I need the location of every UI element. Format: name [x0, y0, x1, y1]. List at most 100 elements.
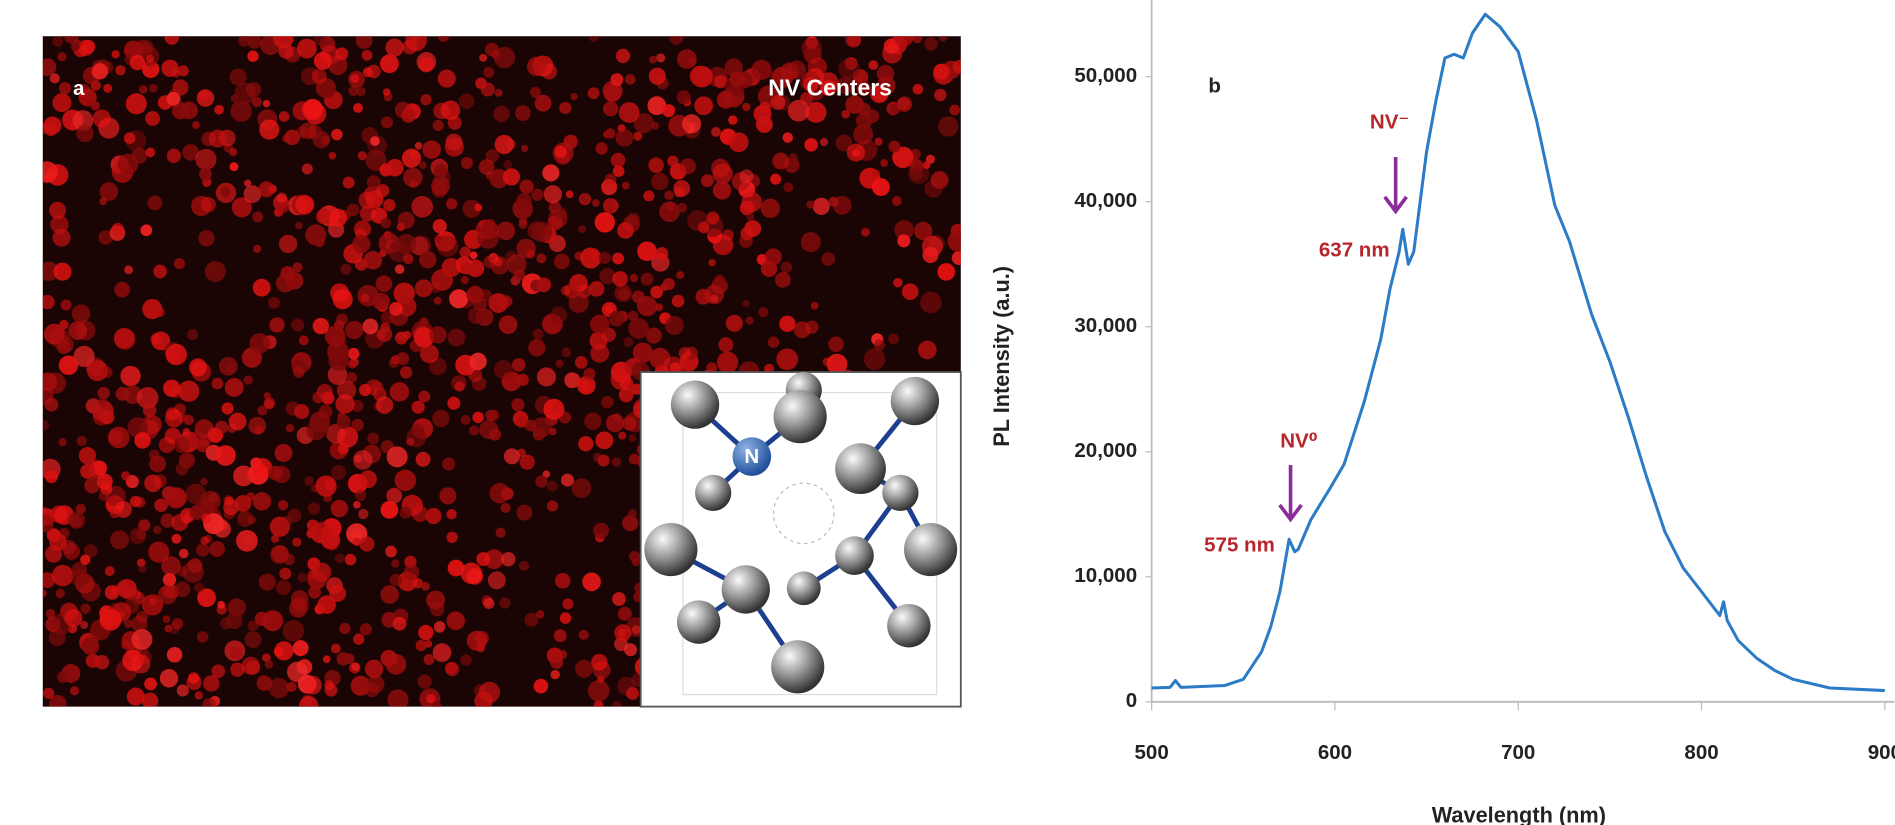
fluorescent-spot — [91, 101, 100, 110]
fluorescent-spot — [268, 297, 280, 309]
fluorescent-spot — [649, 56, 657, 64]
fluorescent-spot — [171, 514, 188, 531]
fluorescent-spot — [630, 274, 638, 282]
fluorescent-spot — [550, 307, 567, 324]
fluorescent-spot — [488, 571, 506, 589]
fluorescent-spot — [476, 552, 490, 566]
panel-label: a — [73, 77, 85, 100]
fluorescent-spot — [70, 686, 79, 695]
fluorescent-spot — [938, 116, 958, 136]
fluorescent-spot — [163, 573, 176, 586]
fluorescent-spot — [779, 316, 795, 332]
fluorescent-spot — [643, 190, 654, 201]
fluorescent-spot — [593, 523, 609, 539]
fluorescent-spot — [406, 438, 414, 446]
fluorescent-spot — [269, 317, 284, 332]
fluorescent-spot — [77, 436, 87, 446]
fluorescent-spot — [934, 89, 946, 101]
fluorescent-spot — [680, 158, 696, 174]
fluorescent-spot — [923, 162, 930, 169]
fluorescent-spot — [698, 222, 710, 234]
fluorescent-spot — [331, 500, 348, 517]
fluorescent-spot — [544, 185, 562, 203]
fluorescent-spot — [139, 85, 148, 94]
fluorescent-spot — [744, 220, 761, 237]
atom — [887, 604, 930, 647]
fluorescent-spot — [589, 33, 598, 42]
fluorescent-spot — [381, 116, 393, 128]
fluorescent-spot — [293, 367, 305, 379]
y-tick-label: 40,000 — [1074, 189, 1137, 212]
fluorescent-spot — [434, 164, 448, 178]
fluorescent-spot — [52, 36, 63, 47]
fluorescent-spot — [148, 542, 169, 563]
fluorescent-spot — [356, 32, 373, 49]
fluorescent-spot — [59, 356, 78, 375]
atom — [774, 390, 827, 443]
fluorescent-spot — [44, 398, 58, 412]
fluorescent-spot — [875, 138, 883, 146]
fluorescent-spot — [615, 129, 633, 147]
fluorescent-spot — [591, 654, 608, 671]
fluorescent-spot — [194, 582, 204, 592]
fluorescent-spot — [153, 526, 161, 534]
fluorescent-spot — [339, 623, 350, 634]
fluorescent-spot — [55, 589, 64, 598]
fluorescent-spot — [93, 109, 111, 127]
fluorescent-spot — [601, 396, 613, 408]
spectrum-line — [1152, 14, 1885, 690]
fluorescent-spot — [265, 660, 273, 668]
fluorescent-spot — [419, 161, 427, 169]
atom — [882, 475, 918, 511]
fluorescent-spot — [516, 239, 535, 258]
fluorescent-spot — [329, 585, 346, 602]
fluorescent-spot — [432, 410, 449, 427]
fluorescent-spot — [561, 474, 574, 487]
fluorescent-spot — [212, 378, 224, 390]
fluorescent-spot — [682, 114, 701, 133]
atom — [891, 377, 939, 425]
atom — [904, 523, 957, 576]
fluorescent-spot — [235, 495, 252, 512]
fluorescent-spot — [145, 148, 155, 158]
fluorescent-spot — [432, 701, 441, 710]
fluorescent-spot — [616, 49, 630, 63]
fluorescent-spot — [588, 87, 600, 99]
fluorescent-spot — [359, 536, 374, 551]
fluorescent-spot — [584, 413, 601, 430]
fluorescent-spot — [612, 271, 627, 286]
fluorescent-spot — [360, 293, 369, 302]
fluorescent-spot — [931, 171, 949, 189]
fluorescent-spot — [72, 304, 91, 323]
fluorescent-spot — [291, 590, 309, 608]
fluorescent-spot — [740, 201, 755, 216]
fluorescent-spot — [149, 84, 158, 93]
fluorescent-spot — [622, 416, 636, 430]
fluorescent-spot — [302, 163, 313, 174]
fluorescent-spot — [45, 470, 58, 483]
fluorescent-spot — [312, 392, 324, 404]
fluorescent-spot — [614, 624, 631, 641]
fluorescent-spot — [58, 337, 74, 353]
fluorescent-spot — [236, 530, 258, 552]
fluorescent-spot — [603, 101, 618, 116]
fluorescent-spot — [179, 549, 189, 559]
fluorescent-spot — [527, 57, 546, 76]
fluorescent-spot — [121, 471, 130, 480]
fluorescent-spot — [253, 245, 261, 253]
fluorescent-spot — [783, 182, 793, 192]
fluorescent-spot — [628, 318, 649, 339]
fluorescent-spot — [446, 612, 465, 631]
fluorescent-spot — [160, 669, 178, 687]
x-axis-title: Wavelength (nm) — [1432, 802, 1606, 825]
fluorescent-spot — [114, 329, 135, 350]
fluorescent-spot — [195, 691, 203, 699]
fluorescent-spot — [189, 358, 207, 376]
fluorescent-spot — [376, 389, 384, 397]
fluorescent-spot — [547, 500, 558, 511]
fluorescent-spot — [395, 102, 411, 118]
fluorescent-spot — [355, 490, 366, 501]
fluorescent-spot — [321, 135, 330, 144]
fluorescent-spot — [80, 464, 95, 479]
fluorescent-spot — [203, 675, 219, 691]
